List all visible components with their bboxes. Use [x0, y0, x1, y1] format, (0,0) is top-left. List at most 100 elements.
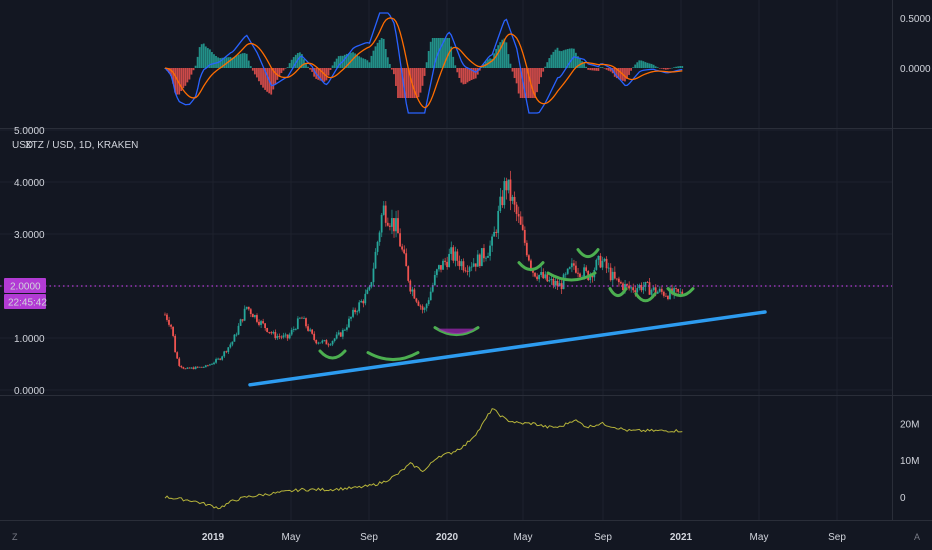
- macd-histogram-bar: [292, 57, 295, 68]
- macd-histogram-bar: [409, 68, 412, 98]
- candle-body: [417, 301, 420, 306]
- candle-body: [570, 263, 573, 268]
- macd-histogram-bar: [460, 68, 463, 83]
- macd-histogram-bar: [552, 51, 555, 68]
- candle-body: [380, 214, 383, 233]
- candle-body: [572, 263, 575, 266]
- candle-body: [294, 328, 297, 330]
- candle-body: [405, 253, 408, 267]
- candle-body: [491, 236, 493, 246]
- price-tick-label: 4.0000: [14, 178, 45, 189]
- pattern-arc: [517, 261, 545, 272]
- macd-histogram-bar: [374, 46, 377, 68]
- corner-left-label[interactable]: Z: [12, 532, 18, 542]
- candle-body: [513, 196, 516, 205]
- candle-body: [274, 332, 277, 339]
- macd-histogram-bar: [190, 68, 193, 75]
- candle-body: [350, 316, 352, 319]
- macd-histogram-bar: [368, 62, 371, 68]
- macd-histogram-bar: [605, 68, 608, 70]
- candle-body: [348, 318, 350, 328]
- candle-body: [364, 293, 367, 304]
- macd-histogram-bar: [662, 68, 665, 70]
- macd-histogram-bar: [595, 68, 598, 71]
- x-axis-label: 2021: [670, 532, 693, 543]
- macd-histogram-bar: [456, 68, 459, 73]
- macd-histogram-bar: [519, 68, 522, 98]
- macd-histogram-bar: [505, 42, 508, 68]
- candle-body: [196, 366, 199, 368]
- macd-histogram-bar: [607, 68, 610, 71]
- macd-histogram-bar: [673, 67, 675, 68]
- macd-histogram-bar: [542, 68, 545, 72]
- corner-right-label[interactable]: A: [913, 532, 920, 542]
- macd-histogram-bar: [223, 57, 226, 68]
- macd-histogram-bar: [196, 56, 199, 68]
- pattern-arc-fill: [437, 328, 476, 335]
- macd-histogram-bar: [634, 64, 637, 68]
- macd-histogram-bar: [188, 68, 191, 80]
- macd-histogram-bar: [247, 60, 250, 68]
- macd-histogram-bar: [675, 66, 677, 68]
- macd-histogram-bar: [452, 56, 455, 68]
- macd-histogram-bar: [221, 57, 224, 68]
- macd-histogram-bar: [417, 68, 420, 98]
- macd-histogram-bar: [313, 68, 316, 77]
- macd-histogram-bar: [284, 68, 287, 69]
- candle-body: [664, 295, 667, 297]
- candle-body: [646, 281, 649, 283]
- candle-body: [566, 268, 569, 274]
- candle-body: [601, 260, 604, 268]
- candle-body: [452, 247, 455, 261]
- macd-histogram-bar: [294, 54, 297, 68]
- macd-histogram-bar: [395, 68, 397, 86]
- macd-histogram-bar: [206, 48, 209, 68]
- macd-histogram-bar: [360, 57, 363, 68]
- macd-histogram-bar: [536, 68, 538, 93]
- candle-body: [540, 272, 543, 275]
- candle-body: [278, 336, 281, 337]
- macd-histogram-bar: [427, 51, 430, 68]
- candle-body: [650, 289, 653, 295]
- price-tick-label: 1.0000: [14, 334, 45, 345]
- macd-histogram-bar: [331, 65, 334, 68]
- macd-histogram-bar: [305, 63, 307, 68]
- candle-body: [317, 342, 320, 344]
- candle-body: [615, 278, 618, 280]
- x-axis-label: Sep: [828, 532, 846, 543]
- candle-body: [172, 326, 174, 336]
- candle-body: [462, 261, 465, 271]
- candle-body: [251, 314, 254, 318]
- candle-body: [366, 289, 369, 294]
- macd-histogram-bar: [572, 48, 575, 68]
- candle-body: [468, 267, 471, 272]
- macd-histogram-bar: [450, 46, 453, 68]
- candle-body: [681, 291, 684, 296]
- macd-histogram-bar: [591, 68, 594, 71]
- macd-histogram-bar: [390, 68, 393, 70]
- pattern-arc: [433, 326, 480, 337]
- candle-body: [485, 257, 487, 259]
- macd-histogram-bar: [231, 57, 234, 68]
- macd-histogram-bar: [554, 49, 557, 68]
- candle-body: [605, 258, 608, 269]
- candle-body: [388, 225, 391, 227]
- macd-histogram-bar: [454, 65, 457, 68]
- macd-histogram-bar: [577, 56, 579, 68]
- macd-histogram-bar: [493, 53, 496, 68]
- macd-histogram-bar: [429, 41, 432, 68]
- candle-body: [503, 181, 506, 206]
- macd-histogram-bar: [229, 57, 232, 68]
- macd-histogram-bar: [470, 68, 473, 81]
- candle-body: [454, 251, 457, 261]
- candle-body: [266, 328, 269, 332]
- candle-body: [262, 321, 264, 324]
- candle-body: [260, 321, 262, 325]
- macd-histogram-bar: [282, 68, 285, 71]
- candle-body: [276, 336, 279, 339]
- candle-body: [376, 241, 379, 252]
- candle-body: [552, 278, 555, 286]
- candle-body: [286, 334, 289, 339]
- macd-histogram-bar: [511, 68, 514, 72]
